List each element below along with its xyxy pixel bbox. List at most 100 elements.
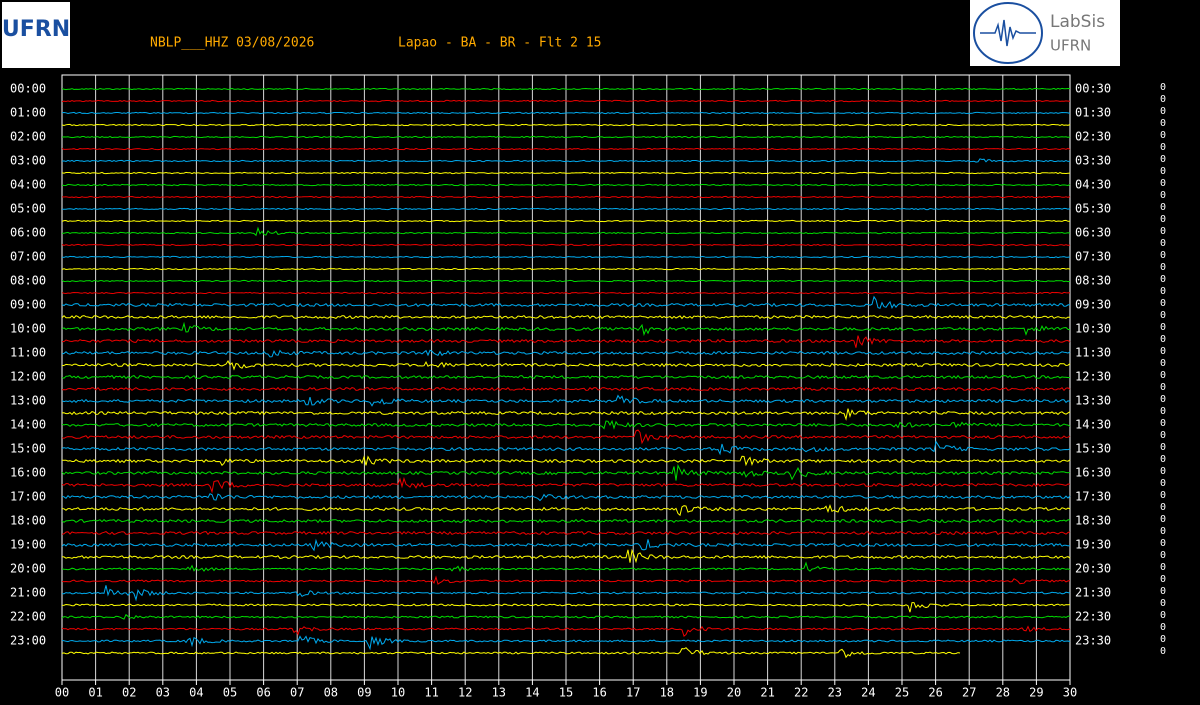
scale-marker: 0: [1160, 370, 1166, 381]
left-time-label: 01:00: [10, 106, 46, 120]
right-time-label: 08:30: [1075, 274, 1111, 288]
scale-marker: 0: [1160, 154, 1166, 165]
seismic-trace: [61, 463, 1071, 481]
left-time-label: 12:00: [10, 370, 46, 384]
left-time-label: 02:00: [10, 130, 46, 144]
x-tick-label: 15: [559, 686, 573, 700]
left-time-label: 10:00: [10, 322, 46, 336]
x-tick-label: 18: [660, 686, 674, 700]
seismic-trace: [61, 585, 1071, 602]
x-tick-label: 27: [962, 686, 976, 700]
x-tick-label: 11: [424, 686, 438, 700]
left-time-label: 11:00: [10, 346, 46, 360]
scale-marker: 0: [1160, 142, 1166, 153]
scale-marker: 0: [1160, 550, 1166, 561]
seismic-trace: [61, 625, 1071, 637]
seismic-trace: [61, 408, 1071, 421]
right-time-label: 07:30: [1075, 250, 1111, 264]
logo-right: LabSis UFRN: [970, 0, 1120, 66]
right-time-label: 03:30: [1075, 154, 1111, 168]
left-time-label: 03:00: [10, 154, 46, 168]
x-tick-label: 13: [492, 686, 506, 700]
x-tick-label: 19: [693, 686, 707, 700]
scale-marker: 0: [1160, 586, 1166, 597]
scale-marker: 0: [1160, 406, 1166, 417]
seismic-trace: [61, 613, 1071, 620]
location-title: Lapao - BA - BR - Flt 2 15: [398, 36, 602, 51]
scale-marker: 0: [1160, 634, 1166, 645]
scale-marker: 0: [1160, 538, 1166, 549]
seismic-trace: [61, 647, 961, 659]
seismic-trace: [61, 321, 1071, 337]
left-time-label: 14:00: [10, 418, 46, 432]
seismic-trace: [61, 255, 1071, 259]
x-tick-label: 01: [88, 686, 102, 700]
left-time-label: 21:00: [10, 586, 46, 600]
left-time-label: 17:00: [10, 490, 46, 504]
seismic-trace: [61, 476, 1071, 494]
scale-marker: 0: [1160, 502, 1166, 513]
logo-right-title: LabSis: [1050, 12, 1105, 32]
seismic-trace: [61, 207, 1071, 211]
logo-left: UFRN: [2, 2, 70, 68]
scale-marker: 0: [1160, 514, 1166, 525]
seismic-trace: [61, 295, 1071, 310]
logo-left-text: UFRN: [2, 17, 70, 42]
x-tick-label: 14: [525, 686, 539, 700]
scale-marker: 0: [1160, 118, 1166, 129]
scale-marker: 0: [1160, 478, 1166, 489]
scale-marker: 0: [1160, 574, 1166, 585]
left-time-label: 04:00: [10, 178, 46, 192]
left-time-label: 19:00: [10, 538, 46, 552]
right-time-label: 10:30: [1075, 322, 1111, 336]
left-time-label: 23:00: [10, 634, 46, 648]
left-time-label: 08:00: [10, 274, 46, 288]
right-time-label: 05:30: [1075, 202, 1111, 216]
right-time-label: 13:30: [1075, 394, 1111, 408]
seismic-trace: [61, 548, 1071, 564]
right-time-label: 06:30: [1075, 226, 1111, 240]
scale-marker: 0: [1160, 562, 1166, 573]
x-tick-label: 30: [1063, 686, 1077, 700]
x-tick-label: 20: [727, 686, 741, 700]
right-time-label: 18:30: [1075, 514, 1111, 528]
right-time-label: 22:30: [1075, 610, 1111, 624]
right-time-label: 17:30: [1075, 490, 1111, 504]
right-time-label: 01:30: [1075, 106, 1111, 120]
left-time-label: 22:00: [10, 610, 46, 624]
seismic-trace: [61, 602, 1071, 613]
left-time-label: 00:00: [10, 82, 46, 96]
x-tick-label: 10: [391, 686, 405, 700]
scale-marker: 0: [1160, 646, 1166, 657]
right-time-label: 00:30: [1075, 82, 1111, 96]
scale-marker: 0: [1160, 418, 1166, 429]
right-time-label: 15:30: [1075, 442, 1111, 456]
x-tick-label: 16: [592, 686, 606, 700]
seismic-trace: [61, 243, 1071, 247]
scale-marker: 0: [1160, 310, 1166, 321]
scale-marker: 0: [1160, 526, 1166, 537]
right-time-label: 19:30: [1075, 538, 1111, 552]
x-tick-label: 17: [626, 686, 640, 700]
x-tick-label: 08: [324, 686, 338, 700]
seismic-trace: [61, 575, 1071, 585]
seismic-trace: [61, 429, 1071, 445]
seismic-trace: [61, 493, 1071, 502]
seismic-trace: [61, 171, 1071, 175]
right-time-label: 12:30: [1075, 370, 1111, 384]
left-time-label: 07:00: [10, 250, 46, 264]
seismic-trace: [61, 219, 1071, 223]
seismic-trace: [61, 386, 1071, 392]
x-tick-label: 00: [55, 686, 69, 700]
seismic-trace: [61, 374, 1071, 380]
seismic-trace: [61, 561, 1071, 572]
seismic-trace: [61, 314, 1071, 320]
x-tick-label: 03: [156, 686, 170, 700]
left-time-label: 09:00: [10, 298, 46, 312]
x-tick-label: 05: [223, 686, 237, 700]
right-time-label: 16:30: [1075, 466, 1111, 480]
seismic-trace: [61, 455, 1071, 467]
seismic-trace: [61, 123, 1071, 127]
seismic-trace: [61, 291, 1071, 295]
